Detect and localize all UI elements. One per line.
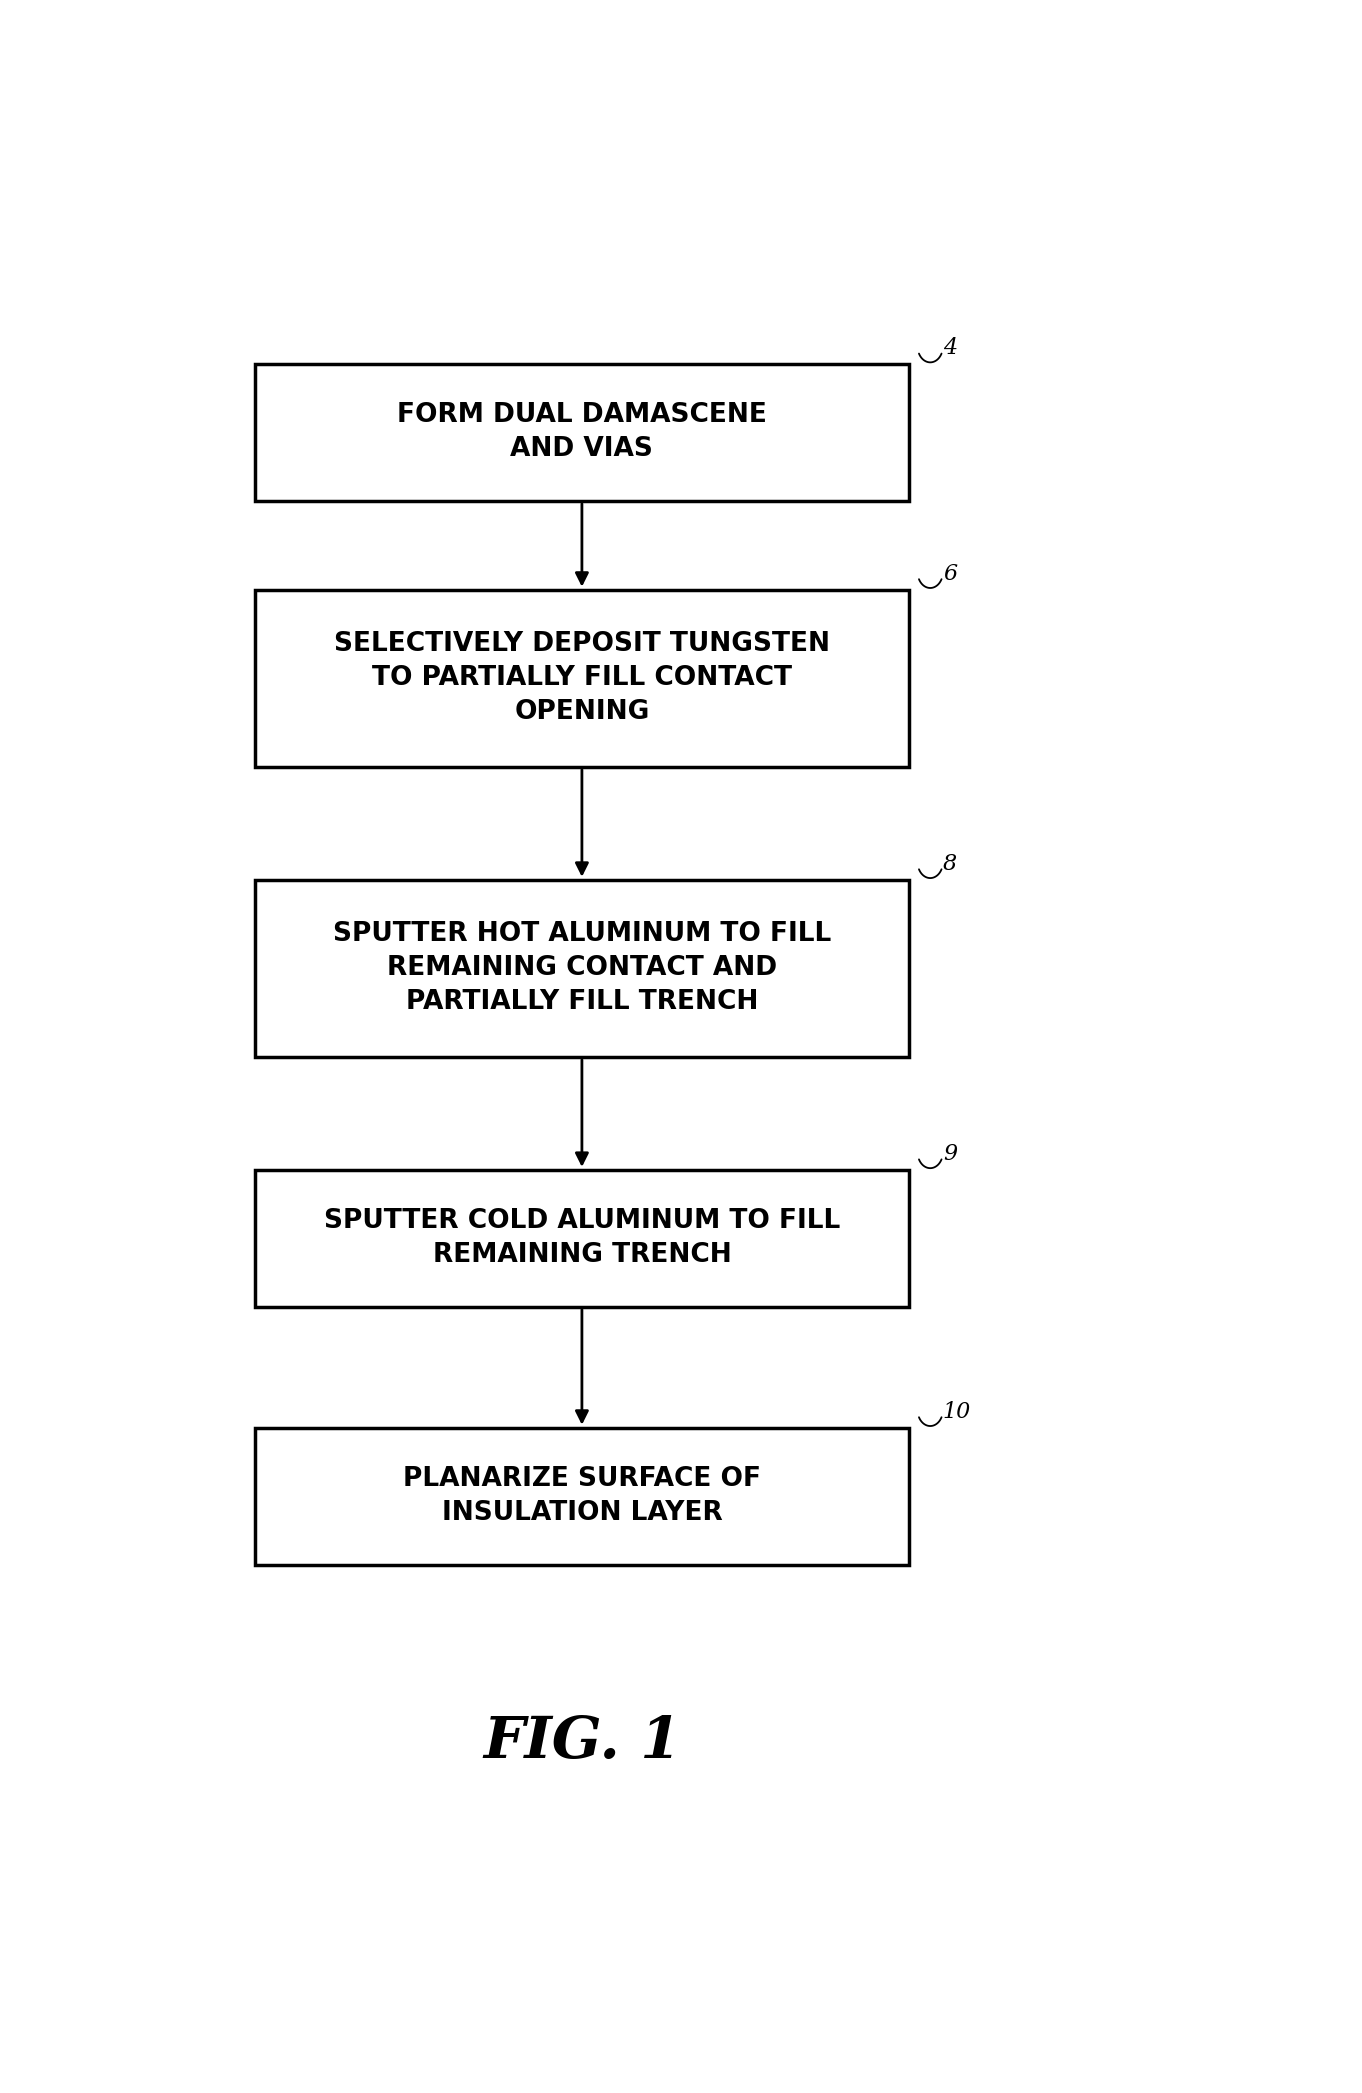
Bar xyxy=(255,590,910,766)
Text: 10: 10 xyxy=(943,1400,971,1423)
Text: FORM DUAL DAMASCENE
AND VIAS: FORM DUAL DAMASCENE AND VIAS xyxy=(396,402,767,463)
Text: FIG. 1: FIG. 1 xyxy=(484,1714,681,1771)
Text: 4: 4 xyxy=(943,337,957,360)
Text: SPUTTER HOT ALUMINUM TO FILL
REMAINING CONTACT AND
PARTIALLY FILL TRENCH: SPUTTER HOT ALUMINUM TO FILL REMAINING C… xyxy=(332,921,831,1015)
Bar xyxy=(255,1170,910,1306)
Bar xyxy=(255,1427,910,1566)
Bar xyxy=(255,879,910,1057)
Text: PLANARIZE SURFACE OF
INSULATION LAYER: PLANARIZE SURFACE OF INSULATION LAYER xyxy=(403,1465,761,1526)
Text: 9: 9 xyxy=(943,1143,957,1166)
Text: SELECTIVELY DEPOSIT TUNGSTEN
TO PARTIALLY FILL CONTACT
OPENING: SELECTIVELY DEPOSIT TUNGSTEN TO PARTIALL… xyxy=(334,632,829,726)
Bar xyxy=(255,364,910,500)
Text: SPUTTER COLD ALUMINUM TO FILL
REMAINING TRENCH: SPUTTER COLD ALUMINUM TO FILL REMAINING … xyxy=(324,1208,840,1268)
Text: 6: 6 xyxy=(943,563,957,584)
Text: 8: 8 xyxy=(943,852,957,875)
